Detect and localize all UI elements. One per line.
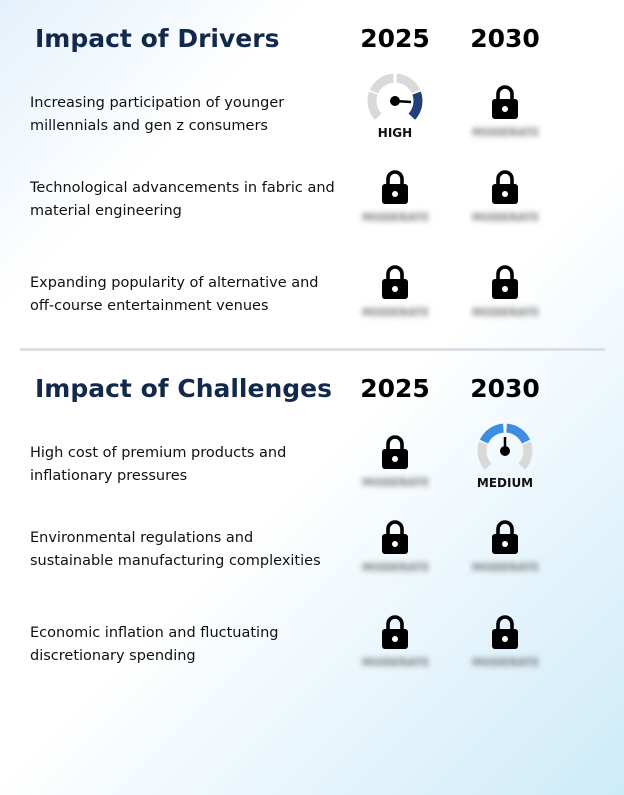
impact-cell-2030: MODERATE [455, 170, 555, 257]
impact-cell-2025: MODERATE [345, 435, 445, 522]
year-2030-header: 2030 [470, 374, 540, 403]
challenge-row: High cost of premium products and inflat… [0, 423, 624, 522]
challenges-title: Impact of Challenges [35, 374, 332, 403]
lock-icon[interactable] [491, 169, 519, 205]
challenge-row: Environmental regulations and sustainabl… [0, 520, 624, 607]
impact-cell-2030: MODERATE [455, 520, 555, 607]
gauge-icon [475, 422, 535, 474]
row-label: High cost of premium products and inflat… [30, 445, 287, 484]
impact-cell-2025: HIGH [345, 73, 445, 172]
impact-cell-2030: MODERATE [455, 615, 555, 702]
drivers-title: Impact of Drivers [35, 24, 280, 53]
lock-icon[interactable] [381, 614, 409, 650]
locked-impact-label: MODERATE [362, 561, 428, 573]
gauge-icon [365, 72, 425, 124]
impact-cell-2030: MEDIUM [455, 423, 555, 522]
lock-icon[interactable] [491, 264, 519, 300]
locked-impact-label: MODERATE [362, 211, 428, 223]
row-label: Increasing participation of younger mill… [30, 95, 285, 134]
challenge-row: Economic inflation and fluctuating discr… [0, 615, 624, 702]
impact-cell-2025: MODERATE [345, 170, 445, 257]
locked-impact-label: MODERATE [472, 306, 538, 318]
lock-icon[interactable] [381, 169, 409, 205]
lock-icon[interactable] [491, 84, 519, 120]
locked-impact-label: MODERATE [472, 211, 538, 223]
lock-icon[interactable] [381, 434, 409, 470]
driver-row: Increasing participation of younger mill… [0, 73, 624, 172]
driver-row: Technological advancements in fabric and… [0, 170, 624, 257]
locked-impact-label: MODERATE [472, 126, 538, 138]
lock-icon[interactable] [381, 519, 409, 555]
year-2025-header: 2025 [360, 24, 430, 53]
section-divider [20, 348, 605, 351]
row-label: Economic inflation and fluctuating discr… [30, 625, 279, 664]
row-label: Environmental regulations and sustainabl… [30, 530, 321, 569]
lock-icon[interactable] [491, 614, 519, 650]
row-label: Expanding popularity of alternative and … [30, 275, 319, 314]
lock-icon[interactable] [491, 519, 519, 555]
row-label: Technological advancements in fabric and… [30, 180, 335, 219]
impact-cell-2025: MODERATE [345, 615, 445, 702]
impact-cell-2025: MODERATE [345, 520, 445, 607]
lock-icon[interactable] [381, 264, 409, 300]
locked-impact-label: MODERATE [472, 656, 538, 668]
locked-impact-label: MODERATE [362, 476, 428, 488]
impact-level-label: HIGH [377, 126, 413, 140]
locked-impact-label: MODERATE [362, 306, 428, 318]
impact-cell-2030: MODERATE [455, 85, 555, 172]
locked-impact-label: MODERATE [472, 561, 538, 573]
impact-level-label: MEDIUM [476, 476, 534, 490]
impact-cell-2030: MODERATE [455, 265, 555, 352]
impact-cell-2025: MODERATE [345, 265, 445, 352]
locked-impact-label: MODERATE [362, 656, 428, 668]
driver-row: Expanding popularity of alternative and … [0, 265, 624, 352]
year-2025-header: 2025 [360, 374, 430, 403]
year-2030-header: 2030 [470, 24, 540, 53]
